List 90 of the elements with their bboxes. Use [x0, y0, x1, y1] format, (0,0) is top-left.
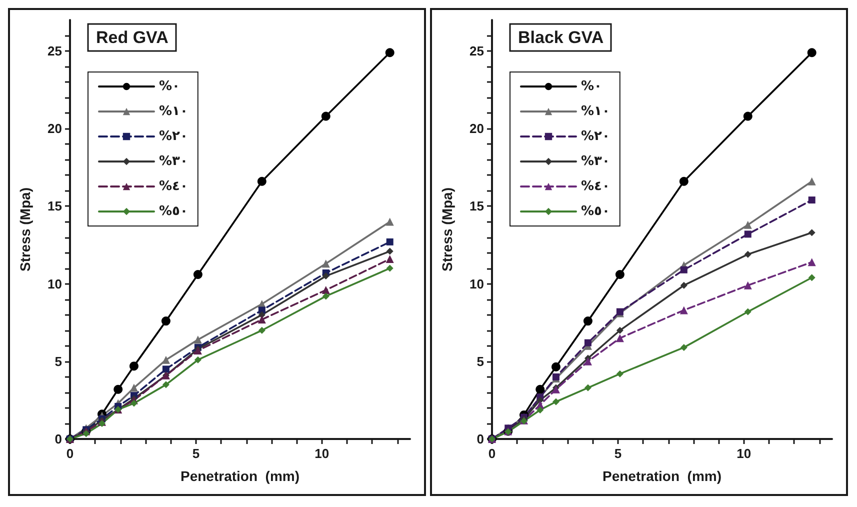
point — [194, 356, 202, 364]
legend-label: %٠ — [159, 79, 180, 94]
point — [194, 336, 202, 344]
legend-label: %٤٠ — [581, 179, 610, 194]
legend-label: %٢٠ — [159, 129, 188, 144]
point — [743, 112, 752, 121]
legend-label: %٥٠ — [581, 204, 610, 219]
y-tick-label: 5 — [54, 354, 62, 369]
y-tick-label: 10 — [48, 276, 62, 292]
legend-label: %١٠ — [581, 104, 610, 119]
point — [129, 362, 138, 371]
point — [616, 326, 624, 334]
text: Black GVA — [518, 28, 604, 47]
point — [584, 339, 592, 346]
point — [321, 112, 330, 121]
point — [744, 250, 752, 258]
point — [385, 48, 394, 58]
point — [680, 266, 688, 274]
legend-label: %٣٠ — [159, 154, 188, 169]
point — [680, 282, 688, 289]
legend-label: %٥٠ — [159, 204, 188, 219]
point — [130, 400, 138, 407]
legend-label: %٤٠ — [159, 179, 188, 194]
point — [162, 356, 170, 364]
point — [322, 260, 330, 268]
x-tick-label: 5 — [192, 446, 200, 461]
y-tick-label: 5 — [476, 354, 484, 369]
point — [616, 370, 624, 378]
point — [583, 316, 592, 326]
point — [808, 274, 816, 282]
point — [162, 366, 170, 373]
point — [258, 316, 266, 324]
point — [386, 254, 394, 263]
y-tick-label: 10 — [470, 276, 484, 292]
point — [584, 384, 592, 392]
point — [162, 381, 170, 388]
point — [386, 218, 394, 226]
point — [616, 334, 624, 342]
y-axis-title: Stress (Mpa) — [439, 187, 455, 272]
x-tick-label: 0 — [66, 446, 74, 461]
legend-label: %١٠ — [159, 104, 188, 119]
point — [584, 357, 592, 366]
point — [386, 238, 394, 246]
x-tick-label: 10 — [314, 446, 330, 461]
x-tick-label: 5 — [614, 446, 622, 461]
point — [744, 230, 752, 238]
y-tick-label: 25 — [470, 44, 484, 59]
point — [82, 430, 90, 438]
point — [744, 308, 752, 316]
point — [679, 176, 688, 186]
point — [257, 176, 266, 186]
x-axis-title: Penetration (mm) — [602, 468, 722, 484]
point — [680, 344, 688, 351]
y-axis-title: Stress (Mpa) — [17, 187, 33, 272]
point — [386, 264, 394, 272]
legend-label: %٠ — [581, 79, 602, 94]
point — [258, 326, 266, 334]
point — [744, 281, 752, 290]
point — [808, 229, 816, 236]
point — [322, 292, 330, 300]
y-tick-label: 25 — [48, 44, 62, 59]
point — [114, 384, 123, 394]
x-axis-title: Penetration (mm) — [180, 468, 300, 484]
y-tick-label: 0 — [476, 432, 484, 446]
x-tick-label: 0 — [488, 446, 496, 461]
y-tick-label: 0 — [54, 432, 62, 446]
y-tick-label: 20 — [470, 121, 484, 136]
legend-label: %٣٠ — [581, 154, 610, 169]
point — [536, 384, 545, 394]
point — [551, 362, 560, 372]
point — [808, 196, 816, 204]
point — [552, 398, 560, 406]
point — [808, 258, 816, 266]
point — [807, 48, 816, 58]
point — [808, 177, 816, 186]
y-tick-label: 20 — [48, 121, 62, 136]
point — [161, 316, 170, 326]
point — [386, 248, 394, 255]
y-tick-label: 15 — [48, 198, 62, 214]
point — [744, 220, 752, 229]
y-tick-label: 15 — [470, 198, 484, 214]
x-tick-label: 10 — [736, 446, 752, 461]
text: Red GVA — [96, 28, 168, 47]
point — [536, 406, 544, 414]
point — [322, 272, 330, 280]
legend-label: %٢٠ — [581, 129, 610, 144]
point — [194, 346, 202, 355]
point — [680, 306, 688, 314]
point — [615, 270, 624, 279]
point — [193, 270, 202, 279]
